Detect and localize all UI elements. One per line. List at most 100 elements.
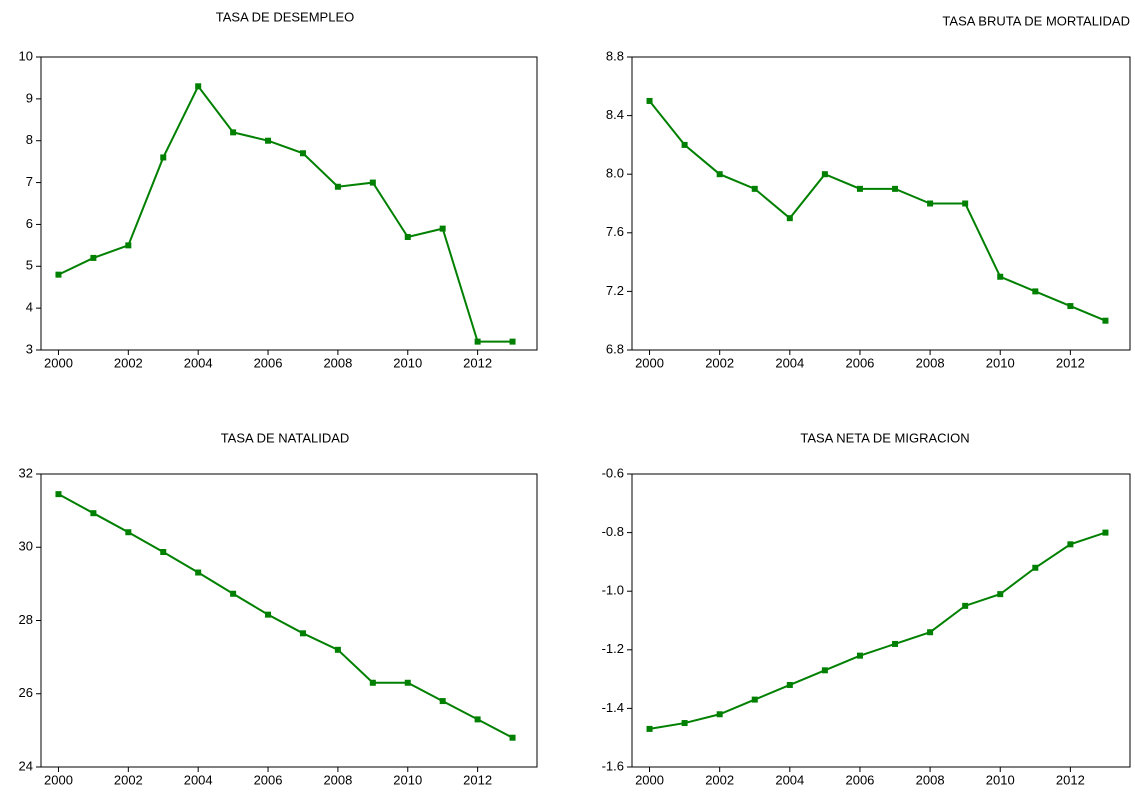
y-tick-label: -1.0	[602, 583, 624, 598]
marker	[646, 725, 653, 732]
y-tick-label: 8	[26, 132, 33, 147]
marker	[751, 696, 758, 703]
marker	[369, 679, 376, 686]
x-tick-label: 2012	[463, 772, 492, 787]
marker	[195, 83, 202, 90]
marker	[962, 602, 969, 609]
x-tick-label: 2000	[44, 355, 73, 370]
marker	[927, 629, 934, 636]
x-tick-label: 2008	[323, 772, 352, 787]
y-tick-label: 5	[26, 258, 33, 273]
marker	[90, 510, 97, 517]
marker	[369, 179, 376, 186]
marker	[786, 681, 793, 688]
marker	[856, 652, 863, 659]
marker	[299, 150, 306, 157]
plot-frame	[40, 56, 538, 351]
y-tick-label: 7	[26, 174, 33, 189]
marker	[892, 640, 899, 647]
marker	[962, 200, 969, 207]
marker	[646, 97, 653, 104]
chart-title: TASA BRUTA DE MORTALIDAD	[942, 13, 1130, 28]
chart-title: TASA DE DESEMPLEO	[216, 9, 354, 24]
marker	[681, 720, 688, 727]
marker	[509, 734, 516, 741]
marker	[125, 529, 132, 536]
x-tick-label: 2010	[393, 772, 422, 787]
x-tick-label: 2000	[635, 772, 664, 787]
chart-title: TASA DE NATALIDAD	[221, 430, 350, 445]
marker	[681, 141, 688, 148]
y-tick-label: 3	[26, 341, 33, 356]
marker	[927, 200, 934, 207]
marker	[1032, 564, 1039, 571]
series-line	[649, 531, 1106, 730]
x-tick-label: 2006	[845, 772, 874, 787]
x-tick-label: 2006	[254, 772, 283, 787]
marker	[125, 242, 132, 249]
series-line	[648, 100, 1106, 322]
chart-title: TASA NETA DE MIGRACION	[800, 430, 969, 445]
marker	[1032, 288, 1039, 295]
marker	[997, 591, 1004, 598]
marker	[90, 254, 97, 261]
marker	[1067, 541, 1074, 548]
y-tick-label: 32	[19, 465, 33, 480]
y-tick-label: 30	[19, 539, 33, 554]
marker	[856, 185, 863, 192]
marker	[404, 233, 411, 240]
marker	[230, 590, 237, 597]
marker	[892, 185, 899, 192]
marker	[821, 667, 828, 674]
y-tick-label: 8.0	[606, 166, 624, 181]
x-tick-label: 2002	[114, 772, 143, 787]
x-tick-label: 2002	[705, 355, 734, 370]
x-tick-label: 2004	[775, 772, 804, 787]
marker	[160, 549, 167, 556]
y-tick-label: 7.2	[606, 283, 624, 298]
marker	[230, 129, 237, 136]
y-tick-label: -0.8	[602, 524, 624, 539]
marker	[751, 185, 758, 192]
y-tick-label: 6	[26, 216, 33, 231]
y-tick-label: 9	[26, 90, 33, 105]
y-tick-label: 8.4	[606, 107, 624, 122]
y-tick-label: -1.6	[602, 758, 624, 773]
marker	[1102, 529, 1109, 536]
x-tick-label: 2000	[635, 355, 664, 370]
marker	[1067, 303, 1074, 310]
marker	[786, 215, 793, 222]
marker	[716, 171, 723, 178]
y-tick-label: 28	[19, 612, 33, 627]
marker	[509, 338, 516, 345]
marker	[55, 491, 62, 498]
plot-frame	[631, 473, 1131, 768]
y-tick-label: 26	[19, 685, 33, 700]
x-tick-label: 2006	[845, 355, 874, 370]
marker	[265, 137, 272, 144]
marker	[160, 154, 167, 161]
x-tick-label: 2004	[184, 355, 213, 370]
marker	[474, 338, 481, 345]
x-tick-label: 2000	[44, 772, 73, 787]
x-tick-label: 2004	[775, 355, 804, 370]
x-tick-label: 2012	[1056, 772, 1085, 787]
marker	[439, 698, 446, 705]
series-line	[58, 84, 513, 343]
x-tick-label: 2002	[705, 772, 734, 787]
y-tick-label: -1.4	[602, 700, 624, 715]
x-tick-label: 2010	[393, 355, 422, 370]
marker	[439, 225, 446, 232]
x-tick-label: 2012	[463, 355, 492, 370]
y-tick-label: -0.6	[602, 465, 624, 480]
y-tick-label: 24	[19, 758, 33, 773]
x-tick-label: 2008	[916, 772, 945, 787]
marker	[55, 271, 62, 278]
plot-frame	[631, 56, 1131, 351]
y-tick-label: 8.8	[606, 48, 624, 63]
marker	[716, 711, 723, 718]
x-tick-label: 2008	[916, 355, 945, 370]
marker	[265, 611, 272, 618]
y-tick-label: -1.2	[602, 641, 624, 656]
